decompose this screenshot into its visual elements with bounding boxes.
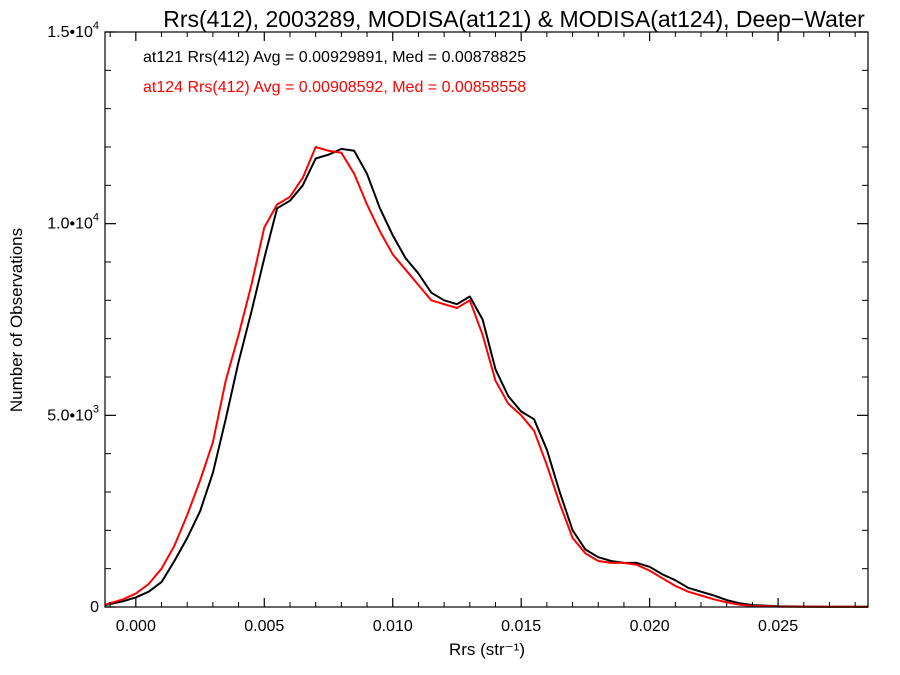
x-tick-label: 0.020 xyxy=(630,618,670,635)
y-tick-label: 1.0•104 xyxy=(47,212,99,233)
series-line-at121 xyxy=(104,147,868,608)
y-tick-label: 5.0•103 xyxy=(47,403,99,424)
at121-stats-annotation: at121 Rrs(412) Avg = 0.00929891, Med = 0… xyxy=(143,49,526,66)
series-layer xyxy=(104,146,868,608)
ticks-layer: 0.000 0.005 0.010 0.015 0.020 0.025 0 5.0•103 1.… xyxy=(47,20,868,635)
plot-frame xyxy=(104,31,869,608)
x-tick-label: 0.005 xyxy=(244,618,284,635)
x-tick-label: 0.025 xyxy=(758,618,798,635)
x-axis-label: Rrs (str⁻¹) xyxy=(449,640,525,659)
chart-title: Rrs(412), 2003289, MODISA(at121) & MODIS… xyxy=(163,6,865,32)
x-tick-label: 0.000 xyxy=(116,618,156,635)
x-tick-label: 0.015 xyxy=(501,618,541,635)
x-tick-label: 0.010 xyxy=(373,618,413,635)
y-tick-label: 0 xyxy=(90,599,99,616)
series-line-at124 xyxy=(104,146,868,608)
at124-stats-annotation: at124 Rrs(412) Avg = 0.00908592, Med = 0… xyxy=(143,79,526,96)
y-tick-label: 1.5•104 xyxy=(47,20,99,41)
y-axis-label: Number of Observations xyxy=(7,228,26,412)
